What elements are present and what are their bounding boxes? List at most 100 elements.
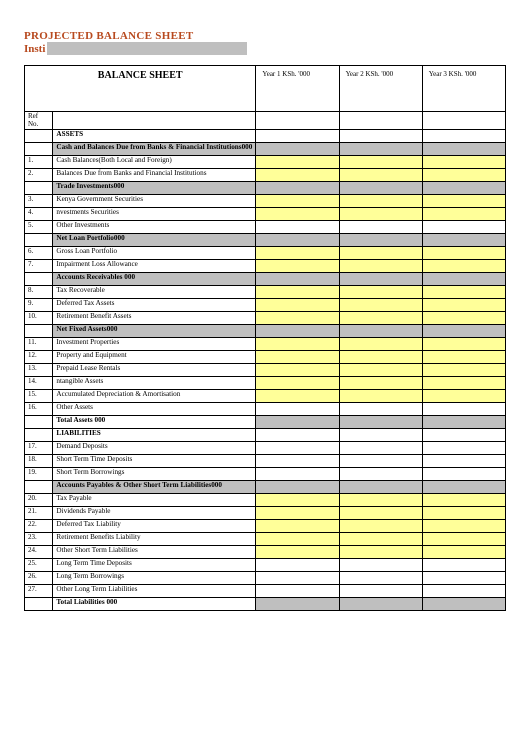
table-row: 22.Deferred Tax Liability bbox=[25, 519, 506, 532]
year2-cell[interactable] bbox=[339, 376, 422, 389]
year1-cell bbox=[256, 272, 339, 285]
year2-cell[interactable] bbox=[339, 506, 422, 519]
year2-cell[interactable] bbox=[339, 155, 422, 168]
year1-cell[interactable] bbox=[256, 298, 339, 311]
desc-cell: Deferred Tax Liability bbox=[53, 519, 256, 532]
year3-cell[interactable] bbox=[422, 506, 505, 519]
year2-cell[interactable] bbox=[339, 168, 422, 181]
year3-cell[interactable] bbox=[422, 376, 505, 389]
year1-cell[interactable] bbox=[256, 363, 339, 376]
desc-cell: Short Term Time Deposits bbox=[53, 454, 256, 467]
y3-header-blank bbox=[422, 112, 505, 130]
desc-cell: Accounts Payables & Other Short Term Lia… bbox=[53, 480, 256, 493]
year2-cell[interactable] bbox=[339, 493, 422, 506]
table-row: 23.Retirement Benefits Liability bbox=[25, 532, 506, 545]
ref-cell bbox=[25, 181, 53, 194]
year3-cell[interactable] bbox=[422, 493, 505, 506]
year3-cell[interactable] bbox=[422, 519, 505, 532]
year2-cell[interactable] bbox=[339, 194, 422, 207]
year2-cell[interactable] bbox=[339, 389, 422, 402]
year1-cell[interactable] bbox=[256, 389, 339, 402]
year3-cell[interactable] bbox=[422, 389, 505, 402]
year1-cell bbox=[256, 467, 339, 480]
year3-cell[interactable] bbox=[422, 155, 505, 168]
year1-cell[interactable] bbox=[256, 207, 339, 220]
year1-cell bbox=[256, 480, 339, 493]
year3-cell[interactable] bbox=[422, 194, 505, 207]
year2-cell bbox=[339, 402, 422, 415]
desc-cell: Other Long Term Liabilities bbox=[53, 584, 256, 597]
year1-cell[interactable] bbox=[256, 337, 339, 350]
year3-cell bbox=[422, 441, 505, 454]
year2-cell[interactable] bbox=[339, 545, 422, 558]
year3-cell[interactable] bbox=[422, 298, 505, 311]
year2-cell[interactable] bbox=[339, 311, 422, 324]
table-header-year3: Year 3 KSh. '000 bbox=[422, 66, 505, 112]
year3-cell[interactable] bbox=[422, 207, 505, 220]
year3-cell[interactable] bbox=[422, 363, 505, 376]
year1-cell bbox=[256, 558, 339, 571]
page-title-line2-prefix: Insti bbox=[24, 43, 45, 55]
year3-cell[interactable] bbox=[422, 337, 505, 350]
institution-input-placeholder[interactable] bbox=[47, 42, 247, 55]
year2-cell[interactable] bbox=[339, 363, 422, 376]
year3-cell[interactable] bbox=[422, 350, 505, 363]
year2-cell[interactable] bbox=[339, 350, 422, 363]
year1-cell[interactable] bbox=[256, 532, 339, 545]
year1-cell bbox=[256, 571, 339, 584]
year1-cell[interactable] bbox=[256, 168, 339, 181]
year2-cell[interactable] bbox=[339, 532, 422, 545]
year2-cell[interactable] bbox=[339, 259, 422, 272]
year3-cell bbox=[422, 181, 505, 194]
year1-cell[interactable] bbox=[256, 350, 339, 363]
desc-cell: Trade Investments000 bbox=[53, 181, 256, 194]
year2-cell[interactable] bbox=[339, 207, 422, 220]
ref-cell bbox=[25, 233, 53, 246]
desc-cell: Net Loan Portfolio000 bbox=[53, 233, 256, 246]
year3-cell[interactable] bbox=[422, 311, 505, 324]
table-row: 5.Other Investments bbox=[25, 220, 506, 233]
ref-cell: 27. bbox=[25, 584, 53, 597]
desc-cell: ASSETS bbox=[53, 129, 256, 142]
table-header-year1: Year 1 KSh. '000 bbox=[256, 66, 339, 112]
year1-cell[interactable] bbox=[256, 545, 339, 558]
ref-cell: 20. bbox=[25, 493, 53, 506]
year1-cell[interactable] bbox=[256, 311, 339, 324]
table-row: 3.Kenya Government Securities bbox=[25, 194, 506, 207]
ref-cell: 26. bbox=[25, 571, 53, 584]
year3-cell[interactable] bbox=[422, 246, 505, 259]
year3-cell[interactable] bbox=[422, 532, 505, 545]
year1-cell[interactable] bbox=[256, 246, 339, 259]
year3-cell[interactable] bbox=[422, 259, 505, 272]
year1-cell[interactable] bbox=[256, 194, 339, 207]
table-row: 8.Tax Recoverable bbox=[25, 285, 506, 298]
year2-cell bbox=[339, 324, 422, 337]
table-row: 14.ntangible Assets bbox=[25, 376, 506, 389]
year1-cell[interactable] bbox=[256, 155, 339, 168]
year1-cell[interactable] bbox=[256, 285, 339, 298]
ref-cell: 9. bbox=[25, 298, 53, 311]
year1-cell[interactable] bbox=[256, 259, 339, 272]
year2-cell[interactable] bbox=[339, 298, 422, 311]
desc-cell: Tax Payable bbox=[53, 493, 256, 506]
desc-cell: Other Assets bbox=[53, 402, 256, 415]
year1-cell[interactable] bbox=[256, 376, 339, 389]
table-row: 19.Short Term Borrowings bbox=[25, 467, 506, 480]
year1-cell[interactable] bbox=[256, 506, 339, 519]
year2-cell[interactable] bbox=[339, 337, 422, 350]
year1-cell[interactable] bbox=[256, 519, 339, 532]
desc-cell: LIABILITIES bbox=[53, 428, 256, 441]
year3-cell[interactable] bbox=[422, 285, 505, 298]
desc-cell: Retirement Benefit Assets bbox=[53, 311, 256, 324]
table-row: Trade Investments000 bbox=[25, 181, 506, 194]
ref-cell: 17. bbox=[25, 441, 53, 454]
year2-cell[interactable] bbox=[339, 246, 422, 259]
year2-cell[interactable] bbox=[339, 285, 422, 298]
year1-cell[interactable] bbox=[256, 493, 339, 506]
desc-cell: Cash and Balances Due from Banks & Finan… bbox=[53, 142, 256, 155]
year3-cell[interactable] bbox=[422, 168, 505, 181]
ref-cell: 16. bbox=[25, 402, 53, 415]
year3-cell[interactable] bbox=[422, 545, 505, 558]
year2-cell[interactable] bbox=[339, 519, 422, 532]
year1-cell bbox=[256, 454, 339, 467]
